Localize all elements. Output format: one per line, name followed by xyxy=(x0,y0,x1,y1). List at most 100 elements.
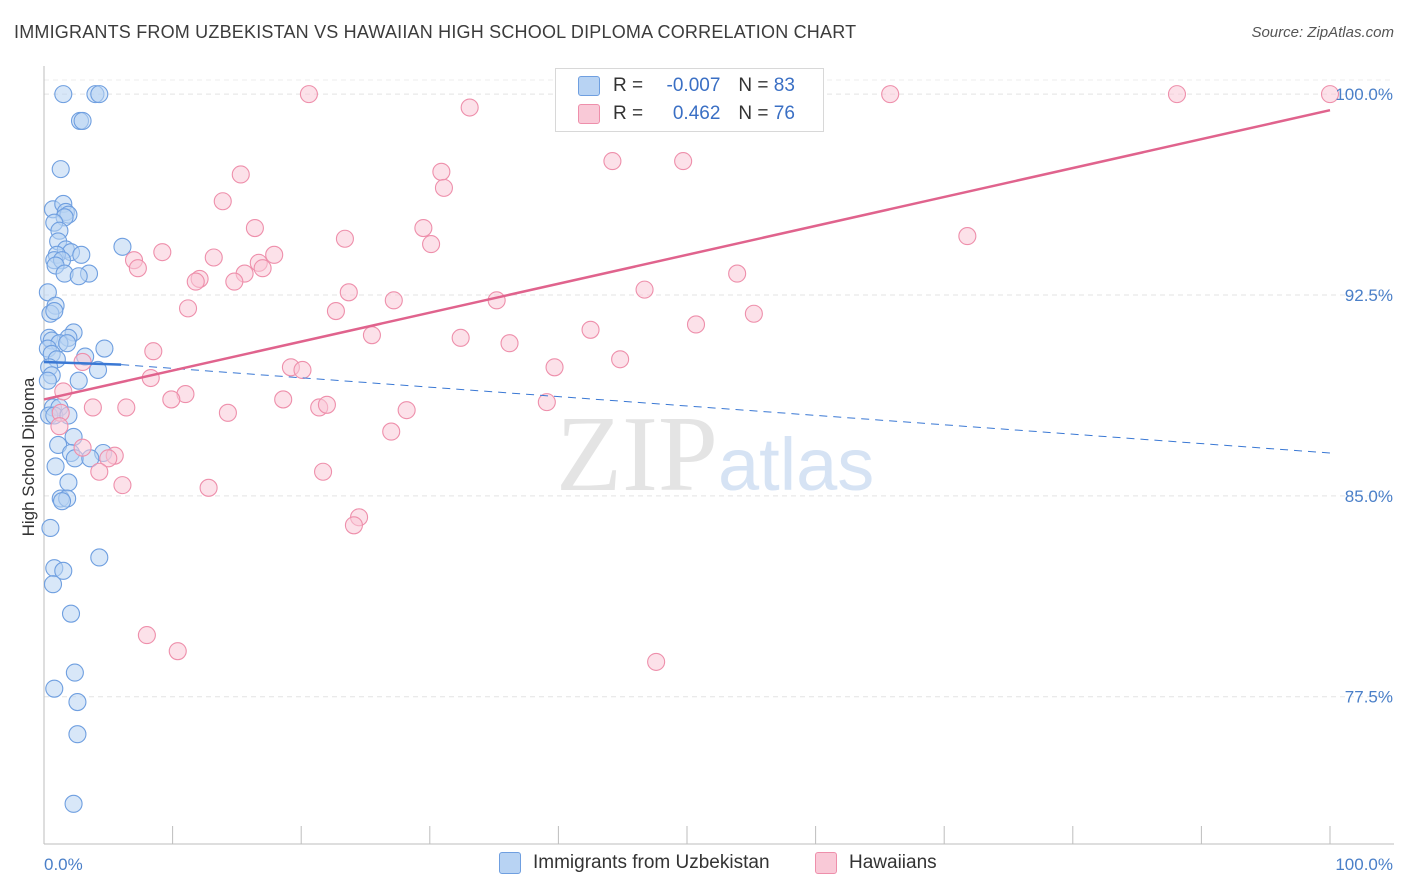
legend-r-value-uzbekistan: -0.007 xyxy=(666,75,721,96)
data-point xyxy=(581,320,600,339)
data-point xyxy=(73,111,92,130)
watermark-atlas: atlas xyxy=(718,423,874,506)
trend-lines xyxy=(43,108,1331,454)
data-point xyxy=(162,390,181,409)
data-point xyxy=(95,339,114,358)
data-point xyxy=(537,393,556,412)
data-point xyxy=(384,291,403,310)
data-point xyxy=(49,435,68,455)
data-point xyxy=(500,334,519,353)
data-point xyxy=(744,304,763,323)
x-tick-label: 0.0% xyxy=(44,855,83,874)
series-hawaiians-points xyxy=(50,85,1340,671)
data-point xyxy=(88,360,108,380)
data-point xyxy=(293,360,312,380)
legend-swatch-hawaiians xyxy=(578,104,600,124)
data-point xyxy=(178,299,198,318)
data-point xyxy=(69,267,88,286)
data-point xyxy=(68,725,87,744)
data-point xyxy=(397,401,416,420)
tick-labels: 77.5% 85.0% 92.5% 100.0% 0.0% 100.0% xyxy=(44,85,1393,874)
data-point xyxy=(59,473,78,492)
data-point xyxy=(958,227,977,246)
data-point xyxy=(231,165,250,184)
series-uzbekistan-points xyxy=(38,85,132,813)
watermark: ZIP atlas xyxy=(556,395,874,514)
data-point xyxy=(339,283,358,302)
data-point xyxy=(54,561,73,580)
data-point xyxy=(881,85,900,104)
data-point xyxy=(245,218,264,238)
data-point xyxy=(335,229,354,248)
data-point xyxy=(382,422,401,441)
data-point xyxy=(99,449,118,468)
series-legend-uzbekistan: Immigrants from Uzbekistan xyxy=(499,852,770,874)
series-legend-swatch-uzbekistan xyxy=(499,852,521,874)
legend-n-value-uzbekistan: 83 xyxy=(773,75,795,96)
data-point xyxy=(414,218,433,238)
data-point xyxy=(362,326,381,345)
data-point xyxy=(186,272,205,291)
data-point xyxy=(225,272,244,291)
series-legend-hawaiians: Hawaiians xyxy=(815,852,937,874)
data-point xyxy=(153,243,172,262)
data-point xyxy=(38,371,57,390)
x-tick-label: 100.0% xyxy=(1335,855,1393,874)
data-point xyxy=(460,98,479,117)
axes xyxy=(43,66,1394,845)
data-point xyxy=(611,350,630,369)
data-point xyxy=(68,693,87,712)
data-point xyxy=(314,462,333,481)
legend-n-value-hawaiians: 76 xyxy=(773,103,795,124)
data-point xyxy=(137,626,156,645)
correlation-legend: R = -0.007 N = 83 R = 0.462 N = 76 xyxy=(555,68,824,132)
data-point xyxy=(1167,85,1187,104)
data-point xyxy=(51,160,70,179)
data-point xyxy=(83,398,102,417)
data-point xyxy=(647,652,666,671)
data-point xyxy=(54,85,73,104)
data-point xyxy=(199,478,218,497)
data-point xyxy=(603,152,622,171)
y-tick-label: 77.5% xyxy=(1345,688,1393,707)
data-point xyxy=(41,518,60,538)
data-point xyxy=(144,342,163,361)
watermark-zip: ZIP xyxy=(556,395,718,514)
data-point xyxy=(73,438,92,457)
series-legend-label-hawaiians: Hawaiians xyxy=(849,852,937,873)
data-point xyxy=(50,417,69,436)
data-point xyxy=(344,516,363,535)
data-point xyxy=(117,398,136,417)
data-point xyxy=(45,302,64,321)
data-point xyxy=(451,328,470,347)
data-point xyxy=(635,280,654,299)
y-tick-label: 92.5% xyxy=(1345,286,1393,305)
data-point xyxy=(487,291,506,310)
data-point xyxy=(434,178,453,197)
data-point xyxy=(113,476,132,495)
data-point xyxy=(72,245,91,264)
data-point xyxy=(686,315,706,334)
data-point xyxy=(128,259,147,278)
data-point xyxy=(64,794,83,813)
legend-n-label: N = xyxy=(738,75,769,96)
data-point xyxy=(326,302,345,321)
data-point xyxy=(65,663,84,682)
data-point xyxy=(317,395,336,414)
series-legend-swatch-hawaiians xyxy=(815,852,837,874)
data-point xyxy=(274,390,293,409)
trend-line-dashed xyxy=(121,364,1331,454)
data-point xyxy=(61,604,81,623)
y-tick-label: 85.0% xyxy=(1345,487,1393,506)
chart-title: IMMIGRANTS FROM UZBEKISTAN VS HAWAIIAN H… xyxy=(14,22,857,42)
data-point xyxy=(113,237,132,256)
data-point xyxy=(253,259,272,278)
data-point xyxy=(43,575,63,594)
data-point xyxy=(45,679,64,698)
series-legend: Immigrants from Uzbekistan Hawaiians xyxy=(0,852,1406,878)
data-point xyxy=(545,358,564,377)
legend-row-hawaiians: R = 0.462 N = 76 xyxy=(578,101,795,127)
source-label: Source: ZipAtlas.com xyxy=(1251,24,1394,41)
trend-line xyxy=(43,108,1331,401)
